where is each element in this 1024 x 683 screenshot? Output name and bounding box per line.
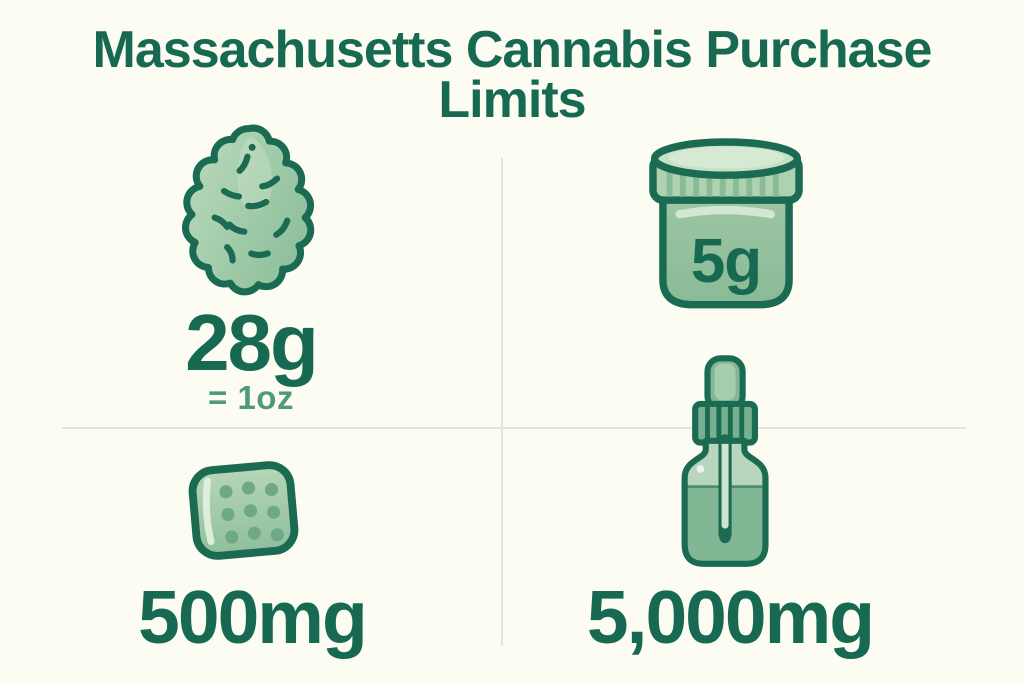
concentrate-limit: 5g <box>690 227 762 296</box>
edible-limit: 500mg <box>138 575 368 659</box>
vertical-divider <box>501 158 503 646</box>
cannabis-flower-bud-icon <box>181 124 315 296</box>
page-title: Massachusetts Cannabis Purchase Limits <box>0 21 1024 129</box>
tincture-dropper-bottle-icon <box>681 355 769 567</box>
horizontal-divider <box>62 427 966 429</box>
page-title-line2: Limits <box>438 70 586 129</box>
flower-equivalent: = 1oz <box>208 379 294 416</box>
flower-limit: 28g <box>185 298 319 387</box>
tincture-limit: 5,000mg <box>586 575 875 659</box>
edible-icon <box>188 461 299 560</box>
page-title-line1: Massachusetts Cannabis Purchase <box>92 21 933 79</box>
concentrate-jar-icon <box>649 138 803 309</box>
